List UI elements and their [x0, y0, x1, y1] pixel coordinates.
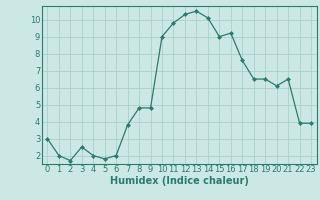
X-axis label: Humidex (Indice chaleur): Humidex (Indice chaleur)	[110, 176, 249, 186]
